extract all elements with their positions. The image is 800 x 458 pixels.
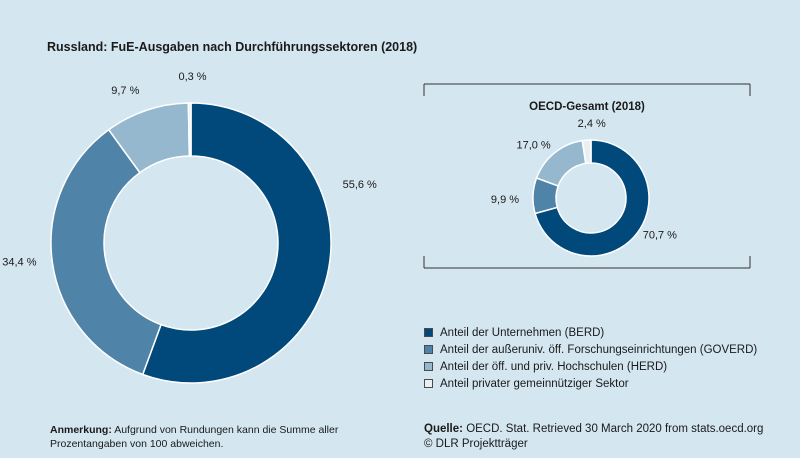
legend: Anteil der Unternehmen (BERD) Anteil der… [424, 324, 757, 392]
data-label: 0,3 % [178, 71, 206, 83]
data-label: 70,7 % [643, 229, 677, 241]
legend-label: Anteil der öff. und priv. Hochschulen (H… [440, 360, 668, 373]
donut-segment-sonstige [187, 102, 192, 157]
source-label: Quelle: [424, 423, 463, 435]
legend-item-berd: Anteil der Unternehmen (BERD) [424, 324, 757, 341]
legend-swatch [424, 362, 433, 371]
note-label: Anmerkung: [50, 424, 112, 436]
data-label: 9,7 % [111, 85, 139, 97]
donut-segment-goverd [50, 128, 162, 376]
legend-label: Anteil der Unternehmen (BERD) [440, 326, 605, 339]
data-label: 34,4 % [2, 256, 36, 268]
donut-oecd: 70,7 % 9,9 % 17,0 % 2,4 % [491, 118, 677, 257]
copyright: © DLR Projektträger [424, 438, 528, 450]
data-label: 9,9 % [491, 194, 519, 206]
legend-label: Anteil privater gemeinnütziger Sektor [440, 377, 629, 390]
oecd-bracket [423, 83, 751, 269]
note-text: Aufgrund von Rundungen kann die Summe al… [50, 424, 339, 450]
donut-russland: 55,6 % 34,4 % 9,7 % 0,3 % [2, 71, 377, 384]
legend-swatch [424, 345, 433, 354]
data-label: 55,6 % [343, 179, 377, 191]
donut-segment-berd [141, 102, 332, 384]
chart-title: Russland: FuE-Ausgaben nach Durchführung… [47, 40, 418, 54]
legend-swatch [424, 379, 433, 388]
legend-item-herd: Anteil der öff. und priv. Hochschulen (H… [424, 358, 757, 375]
data-label: 2,4 % [578, 118, 606, 130]
donut-segment-sonstige [581, 139, 592, 165]
legend-item-private: Anteil privater gemeinnütziger Sektor [424, 375, 757, 392]
source-text: OECD. Stat. Retrieved 30 March 2020 from… [466, 423, 764, 435]
legend-label: Anteil der außeruniv. öff. Forschungsein… [440, 343, 758, 356]
donut-segment-berd [534, 139, 650, 257]
note: Anmerkung: Aufgrund von Rundungen kann d… [50, 423, 370, 451]
legend-swatch [424, 328, 433, 337]
oecd-title: OECD-Gesamt (2018) [529, 101, 645, 113]
data-label: 17,0 % [516, 140, 550, 152]
source: Quelle: OECD. Stat. Retrieved 30 March 2… [424, 422, 763, 452]
legend-item-goverd: Anteil der außeruniv. öff. Forschungsein… [424, 341, 757, 358]
